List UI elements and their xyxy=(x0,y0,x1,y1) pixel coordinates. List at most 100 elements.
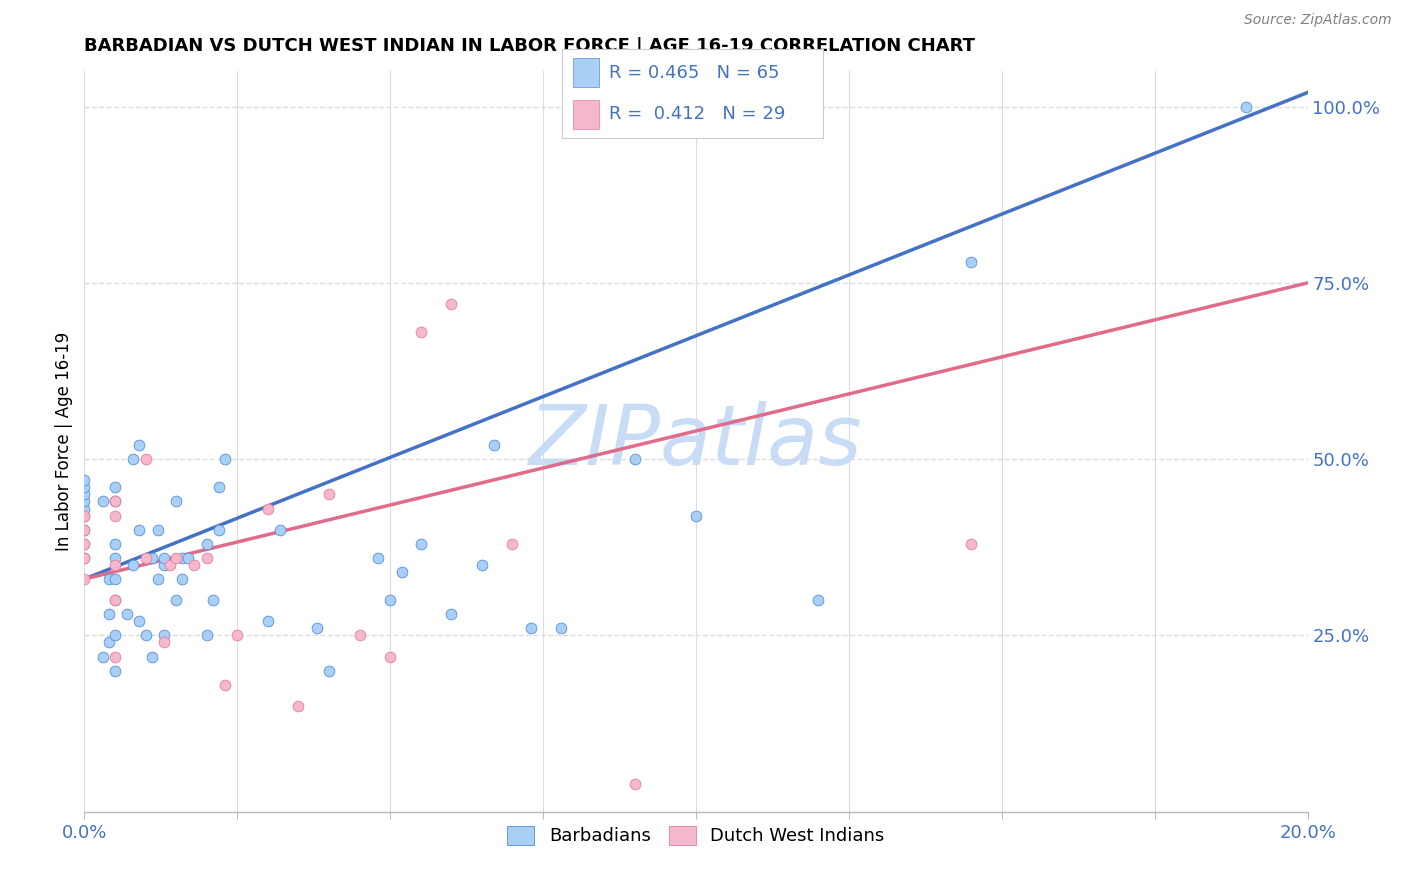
Point xyxy=(367,550,389,565)
Point xyxy=(380,649,402,664)
Point xyxy=(440,297,463,311)
Point xyxy=(201,593,224,607)
Point xyxy=(409,325,432,339)
Point xyxy=(153,628,176,642)
Point xyxy=(73,501,96,516)
Point xyxy=(208,523,231,537)
Point xyxy=(104,537,127,551)
Point xyxy=(73,494,96,508)
Point xyxy=(305,621,328,635)
Point xyxy=(471,558,494,572)
Point xyxy=(141,649,163,664)
Point xyxy=(135,452,157,467)
Point xyxy=(97,607,120,622)
Point xyxy=(73,508,96,523)
Point xyxy=(165,494,187,508)
Point xyxy=(73,473,96,487)
Point xyxy=(482,438,505,452)
Point xyxy=(104,558,127,572)
Point xyxy=(349,628,371,642)
Point xyxy=(177,550,200,565)
Point xyxy=(153,550,176,565)
Point xyxy=(214,452,236,467)
Point xyxy=(91,494,114,508)
Point xyxy=(104,664,127,678)
Point xyxy=(104,550,127,565)
Point xyxy=(550,621,572,635)
Point xyxy=(135,550,157,565)
Point xyxy=(624,776,647,790)
Point xyxy=(1236,100,1258,114)
Point xyxy=(104,508,127,523)
Point xyxy=(104,649,127,664)
Point xyxy=(624,452,647,467)
Point xyxy=(73,487,96,501)
Point xyxy=(391,565,413,579)
Point xyxy=(73,508,96,523)
Point xyxy=(135,628,157,642)
Point xyxy=(91,649,114,664)
Point xyxy=(97,572,120,586)
Point xyxy=(146,523,169,537)
Point xyxy=(73,550,96,565)
Point xyxy=(208,480,231,494)
Point xyxy=(502,537,524,551)
Point xyxy=(73,572,96,586)
Point xyxy=(960,537,983,551)
Point xyxy=(172,572,194,586)
Text: ZIPatlas: ZIPatlas xyxy=(529,401,863,482)
Point xyxy=(195,537,218,551)
Point xyxy=(257,501,280,516)
Point xyxy=(153,558,176,572)
Point xyxy=(128,523,150,537)
Text: BARBADIAN VS DUTCH WEST INDIAN IN LABOR FORCE | AGE 16-19 CORRELATION CHART: BARBADIAN VS DUTCH WEST INDIAN IN LABOR … xyxy=(84,37,976,54)
Point xyxy=(195,550,218,565)
Point xyxy=(104,628,127,642)
Point xyxy=(685,508,707,523)
Point xyxy=(807,593,830,607)
Point xyxy=(269,523,291,537)
Point xyxy=(257,615,280,629)
Point xyxy=(159,558,181,572)
Point xyxy=(115,607,138,622)
Point xyxy=(960,254,983,268)
Point xyxy=(409,537,432,551)
Point xyxy=(73,523,96,537)
Bar xyxy=(572,58,599,87)
Point xyxy=(104,494,127,508)
Text: R = 0.465   N = 65: R = 0.465 N = 65 xyxy=(609,64,780,82)
Point xyxy=(104,593,127,607)
Point xyxy=(183,558,205,572)
Point xyxy=(165,550,187,565)
Point xyxy=(128,438,150,452)
Point xyxy=(520,621,543,635)
Point xyxy=(165,593,187,607)
Point xyxy=(318,664,340,678)
Point xyxy=(122,558,145,572)
Point xyxy=(195,628,218,642)
Point xyxy=(141,550,163,565)
Point xyxy=(73,480,96,494)
Point xyxy=(287,698,309,713)
Point xyxy=(104,494,127,508)
Point xyxy=(104,593,127,607)
Point xyxy=(440,607,463,622)
Bar xyxy=(572,100,599,129)
Point xyxy=(104,572,127,586)
Point xyxy=(153,635,176,649)
Legend: Barbadians, Dutch West Indians: Barbadians, Dutch West Indians xyxy=(498,817,894,855)
Point xyxy=(73,537,96,551)
Text: R =  0.412   N = 29: R = 0.412 N = 29 xyxy=(609,105,786,123)
Point xyxy=(380,593,402,607)
Point xyxy=(128,615,150,629)
Point xyxy=(97,635,120,649)
Point xyxy=(172,550,194,565)
Text: Source: ZipAtlas.com: Source: ZipAtlas.com xyxy=(1244,13,1392,28)
Point xyxy=(226,628,249,642)
Point xyxy=(146,572,169,586)
Point xyxy=(73,523,96,537)
Point xyxy=(73,550,96,565)
Point xyxy=(73,537,96,551)
Point xyxy=(104,480,127,494)
Point xyxy=(214,678,236,692)
